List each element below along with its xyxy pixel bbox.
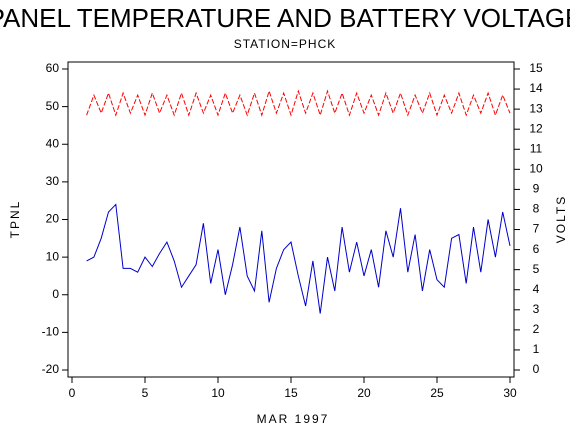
y-tick-label: 30 (46, 174, 60, 188)
y2-tick-label: 4 (533, 282, 540, 296)
y2-tick-label: 10 (529, 162, 543, 176)
x-tick-label: 0 (69, 386, 76, 400)
y2-tick-label: 15 (529, 61, 543, 75)
y2-tick-label: 13 (529, 101, 543, 115)
x-tick-label: 30 (503, 386, 517, 400)
y2-tick-label: 8 (533, 202, 540, 216)
y2-tick-label: 9 (533, 182, 540, 196)
y-tick-label: 40 (46, 136, 60, 150)
x-tick-label: 25 (430, 386, 444, 400)
x-axis-label: MAR 1997 (257, 412, 330, 426)
y2-tick-label: 11 (530, 141, 543, 155)
x-tick-label: 10 (211, 386, 225, 400)
y2-axis-label: VOLTS (554, 195, 568, 243)
y-tick-label: -10 (42, 325, 60, 339)
y-tick-label: -20 (42, 362, 60, 376)
x-tick-label: 5 (142, 386, 149, 400)
chart-subtitle: STATION=PHCK (234, 37, 337, 51)
y-axis-label: TPNL (8, 200, 22, 239)
x-tick-label: 15 (284, 386, 298, 400)
y2-tick-label: 6 (533, 242, 540, 256)
y2-tick-label: 14 (529, 81, 543, 95)
plot-frame (67, 61, 515, 378)
y2-tick-label: 2 (533, 322, 540, 336)
y2-tick-label: 0 (533, 362, 540, 376)
series-line (86, 203, 511, 314)
y-tick-label: 60 (46, 61, 60, 75)
y-tick-label: 0 (52, 287, 59, 301)
y2-tick-label: 5 (533, 262, 540, 276)
series-line (86, 89, 511, 117)
y-tick-label: 50 (46, 99, 60, 113)
x-tick-label: 20 (357, 386, 371, 400)
y2-tick-label: 3 (533, 302, 540, 316)
chart-title: PANEL TEMPERATURE AND BATTERY VOLTAGE (0, 3, 570, 33)
y-tick-label: 10 (46, 249, 60, 263)
y2-tick-label: 7 (533, 222, 540, 236)
y-tick-label: 20 (46, 212, 60, 226)
y2-tick-label: 12 (529, 121, 543, 135)
y2-tick-label: 1 (533, 342, 540, 356)
